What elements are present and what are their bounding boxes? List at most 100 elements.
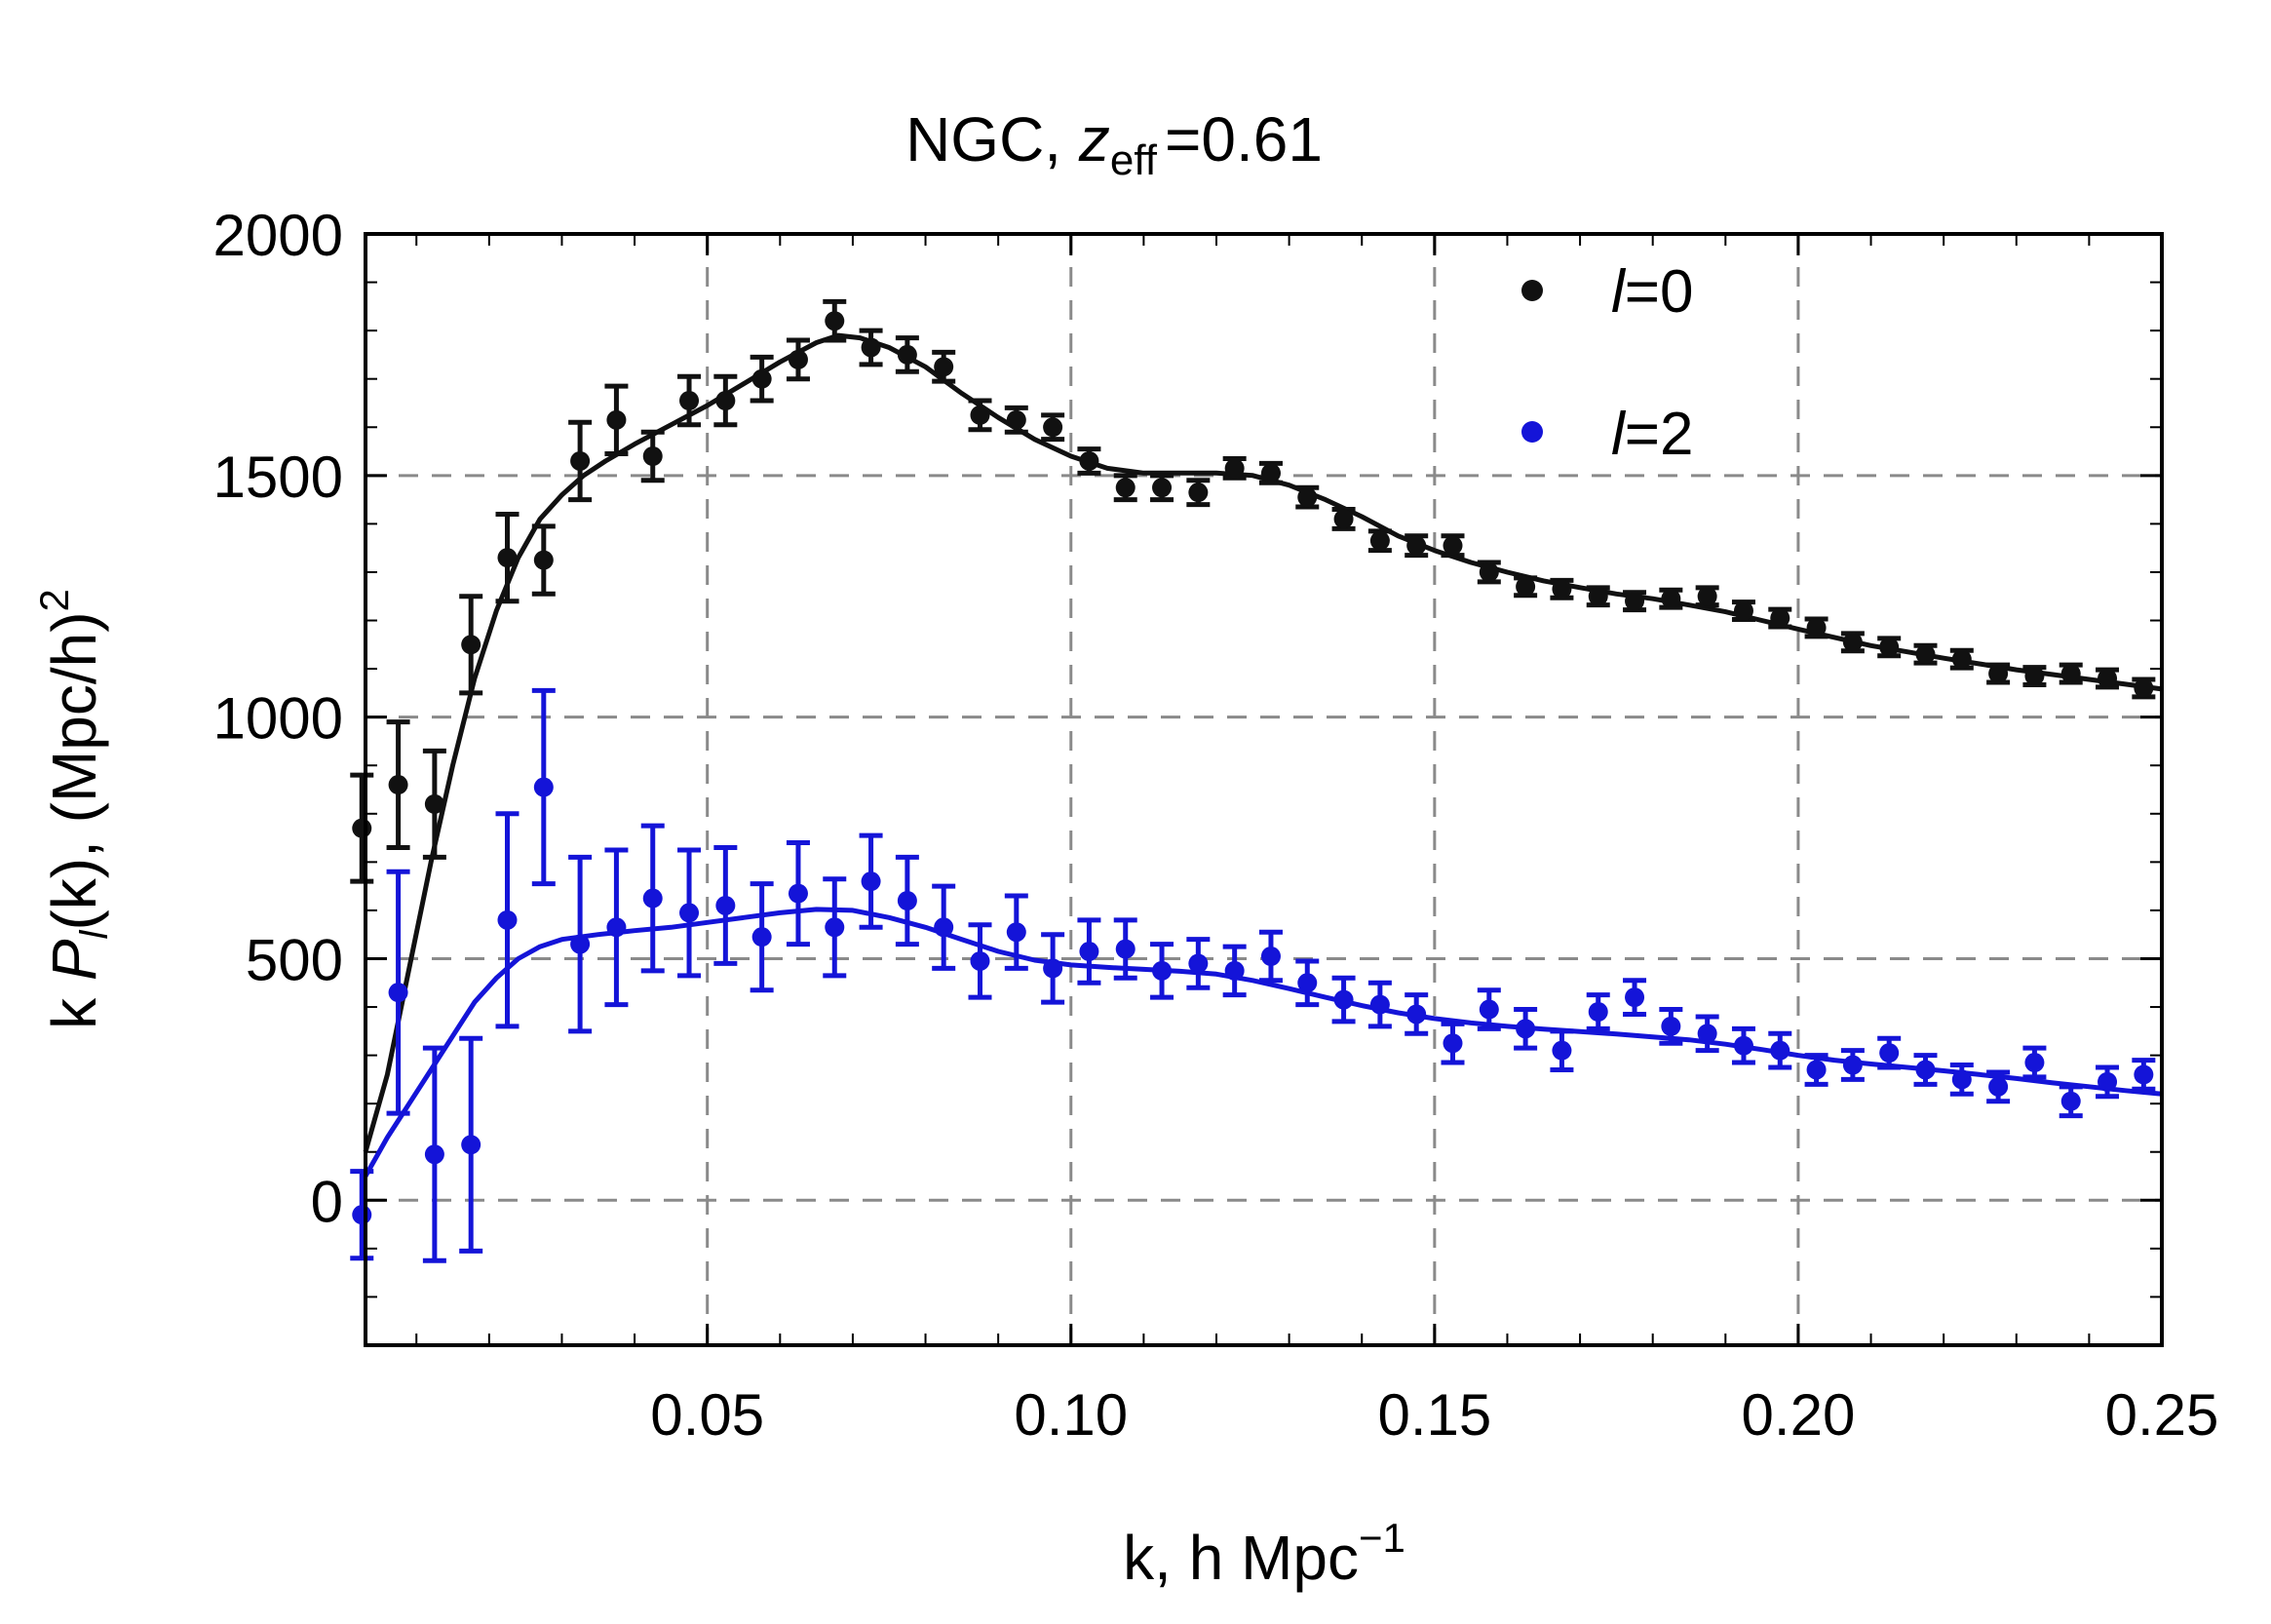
marker-l2 [1516, 1019, 1536, 1039]
marker-l2 [1879, 1043, 1900, 1063]
data-point-l0 [1949, 647, 1974, 671]
data-point-l2 [1441, 1021, 1465, 1065]
data-point-l2 [2096, 1064, 2120, 1100]
x-tick-labels: 0.05 0.10 0.15 0.20 0.25 [650, 1382, 2218, 1448]
marker-l0 [1406, 535, 1427, 556]
data-point-l2 [1840, 1048, 1865, 1082]
data-point-l2 [1804, 1053, 1828, 1087]
marker-l0 [2134, 677, 2154, 698]
marker-l2 [861, 871, 881, 892]
data-point-l0 [1113, 473, 1137, 503]
legend-marker-l0 [1521, 280, 1543, 301]
marker-l0 [1043, 417, 1063, 438]
data-point-l0 [1986, 662, 2011, 685]
model-curve-l2 [363, 907, 2163, 1178]
data-point-l0 [1150, 473, 1174, 503]
marker-l0 [1079, 450, 1099, 471]
marker-l0 [424, 793, 444, 814]
data-point-l2 [1186, 937, 1211, 990]
marker-l2 [1188, 953, 1209, 974]
y-tick-label: 1000 [213, 686, 343, 752]
x-tick-label: 0.05 [650, 1382, 764, 1448]
marker-l2 [1333, 989, 1354, 1010]
data-point-l0 [786, 337, 810, 382]
marker-l0 [1951, 649, 1972, 670]
marker-l2 [497, 909, 518, 930]
data-point-l2 [895, 854, 919, 947]
data-point-l0 [677, 373, 702, 428]
data-point-l2 [1150, 942, 1174, 1000]
data-point-l2 [459, 1035, 483, 1254]
data-point-l2 [1550, 1028, 1574, 1072]
data-point-l2 [1877, 1035, 1902, 1070]
data-point-l2 [1731, 1025, 1755, 1065]
data-point-l2 [1659, 1007, 1683, 1046]
data-point-l2 [1949, 1063, 1974, 1097]
marker-l2 [1552, 1040, 1572, 1061]
marker-l0 [1915, 644, 1936, 665]
marker-l0 [1806, 617, 1827, 638]
data-point-l2 [422, 1045, 446, 1263]
data-point-l2 [2022, 1045, 2047, 1080]
data-point-l2 [1004, 893, 1028, 971]
data-point-l2 [1077, 917, 1101, 986]
data-point-l2 [2059, 1084, 2083, 1119]
x-tick-label: 0.25 [2105, 1382, 2219, 1448]
marker-l0 [897, 344, 917, 365]
marker-l0 [388, 775, 408, 795]
data-point-l2 [568, 854, 593, 1034]
plot-frame [364, 232, 2164, 1347]
marker-l2 [642, 888, 663, 909]
data-point-l0 [459, 594, 483, 696]
marker-l2 [2134, 1064, 2154, 1085]
data-point-l2 [495, 811, 520, 1029]
marker-l2 [1297, 973, 1318, 993]
data-point-l0 [2059, 662, 2083, 685]
marker-l2 [1260, 947, 1281, 966]
marker-l2 [2024, 1053, 2045, 1073]
legend-marker-l2 [1521, 421, 1543, 443]
marker-l0 [1988, 664, 2009, 684]
data-point-l0 [1731, 599, 1755, 623]
marker-l0 [751, 368, 772, 389]
data-point-l0 [1441, 533, 1465, 559]
data-point-l2 [1913, 1053, 1938, 1087]
data-point-l0 [1367, 528, 1392, 554]
chart-title: NGC, zeff =0.61 [905, 104, 1323, 184]
data-point-l0 [2132, 677, 2156, 700]
data-point-l2 [932, 883, 956, 971]
data-point-l0 [1258, 460, 1283, 485]
marker-l0 [1333, 509, 1354, 529]
marker-l0 [2024, 666, 2045, 686]
data-point-l0 [895, 335, 919, 374]
data-point-l0 [1477, 560, 1501, 585]
data-point-l2 [786, 840, 810, 947]
data-point-l0 [823, 298, 847, 343]
marker-l0 [1006, 409, 1026, 430]
marker-l2 [533, 777, 554, 797]
marker-l0 [1552, 579, 1572, 599]
data-point-l0 [495, 511, 520, 604]
marker-l0 [861, 337, 881, 358]
marker-l2 [1625, 987, 1645, 1008]
data-point-l2 [1295, 958, 1320, 1008]
marker-l0 [1697, 586, 1717, 606]
marker-l0 [934, 357, 954, 377]
data-point-l0 [1077, 446, 1101, 476]
marker-l2 [1224, 960, 1245, 981]
data-point-l0 [859, 328, 883, 367]
marker-l2 [1406, 1004, 1427, 1025]
data-point-l0 [1186, 478, 1211, 508]
marker-l0 [1224, 458, 1245, 479]
data-point-l0 [1913, 642, 1938, 666]
marker-l0 [1369, 530, 1390, 551]
marker-l0 [1479, 561, 1499, 582]
marker-l2 [1915, 1060, 1936, 1080]
marker-l2 [1806, 1060, 1827, 1080]
marker-l0 [1297, 487, 1318, 508]
data-point-l2 [1113, 917, 1137, 981]
data-point-l2 [1258, 929, 1283, 984]
marker-l2 [352, 1205, 372, 1225]
data-point-l2 [1405, 992, 1429, 1036]
data-point-l0 [1222, 455, 1247, 481]
